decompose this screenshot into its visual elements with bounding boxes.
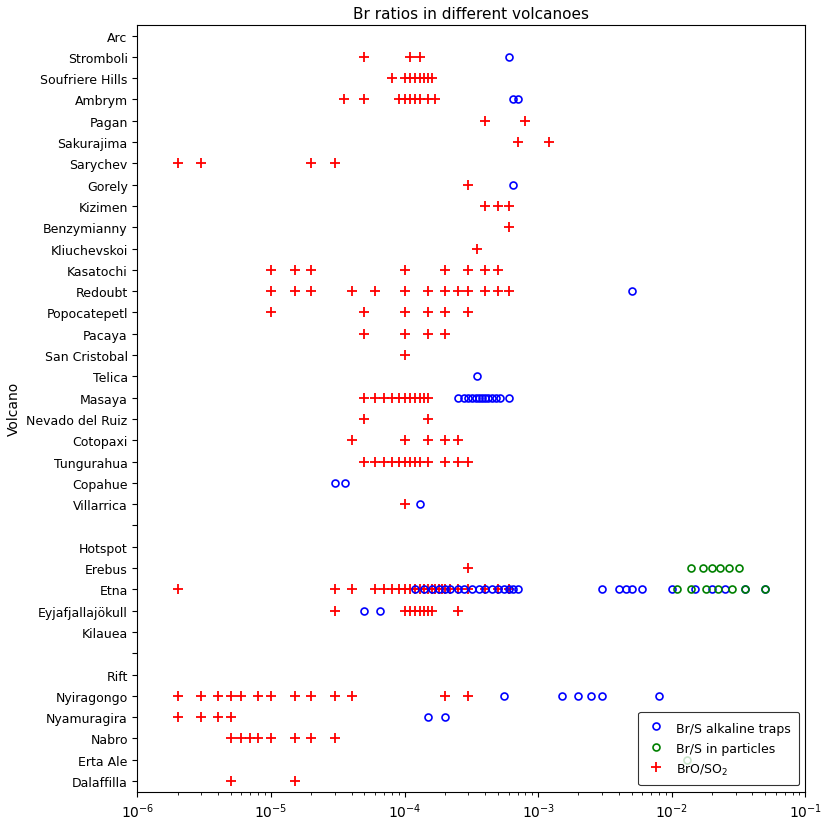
BrO/SO$_2$	[415, 53, 425, 63]
BrO/SO$_2$	[359, 53, 369, 63]
Br/S in particles	[715, 563, 724, 573]
Y-axis label: Volcano: Volcano	[7, 382, 21, 436]
Br/S in particles	[686, 563, 696, 573]
Br/S in particles	[734, 563, 744, 573]
Line: BrO/SO$_2$: BrO/SO$_2$	[359, 53, 424, 63]
Title: Br ratios in different volcanoes: Br ratios in different volcanoes	[353, 7, 589, 22]
Br/S in particles	[697, 563, 707, 573]
Legend: Br/S alkaline traps, Br/S in particles, BrO/SO$_2$: Br/S alkaline traps, Br/S in particles, …	[638, 712, 798, 786]
Br/S in particles	[724, 563, 734, 573]
Line: Br/S in particles: Br/S in particles	[687, 565, 742, 571]
BrO/SO$_2$	[405, 53, 415, 63]
Br/S in particles	[706, 563, 716, 573]
